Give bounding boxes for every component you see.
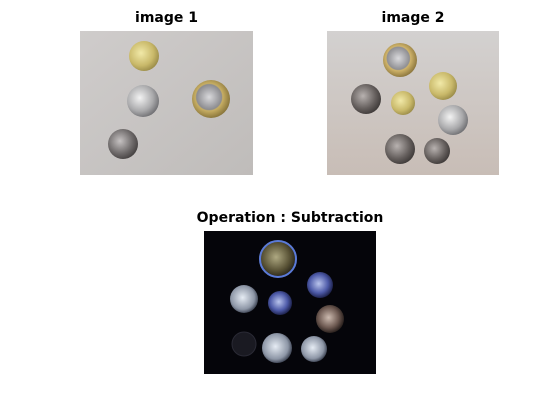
panel-2-title: image 2: [381, 10, 445, 26]
coin-gold-small: [391, 91, 415, 115]
panel-3-title: Operation : Subtraction: [196, 210, 384, 226]
diff-coin: [307, 272, 333, 298]
panel-1-title: image 1: [135, 10, 198, 26]
coin-bimetal: [192, 80, 230, 118]
diff-coin-faint: [231, 331, 257, 357]
coin-gold: [129, 41, 159, 71]
diff-coin: [230, 285, 258, 313]
diff-coin: [301, 336, 327, 362]
panel-1-image: [80, 31, 253, 175]
diff-coin: [268, 291, 292, 315]
coin-bimetal: [383, 43, 417, 77]
coin-dark: [351, 84, 381, 114]
coin-dark: [385, 134, 415, 164]
coin-dark: [108, 129, 138, 159]
diff-coin: [262, 333, 292, 363]
result-image: [204, 231, 376, 374]
diff-coin-bimetal: [259, 240, 297, 278]
coin-silver: [438, 105, 468, 135]
panel-2-image: [327, 31, 499, 175]
coin-gold: [429, 72, 457, 100]
diff-coin: [316, 305, 344, 333]
coin-silver: [127, 85, 159, 117]
coin-dark: [424, 138, 450, 164]
